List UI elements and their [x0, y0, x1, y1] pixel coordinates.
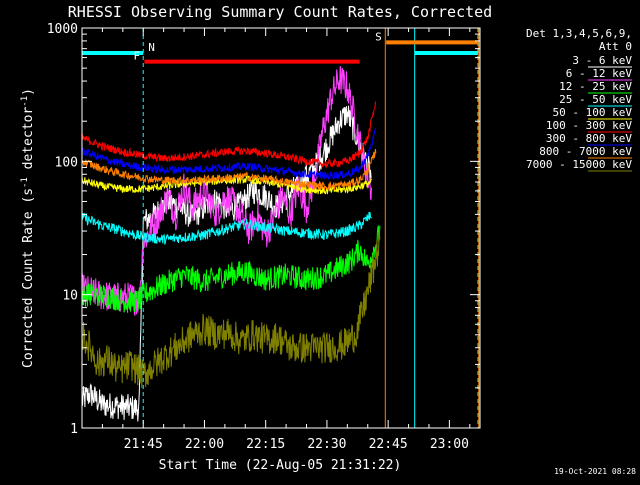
series-line-6: [81, 127, 377, 181]
series-line-5: [81, 101, 377, 168]
flag-label-3: S: [375, 30, 382, 43]
y-axis-label-end: ): [21, 88, 36, 96]
legend-label-0: 3 - 6 keV: [572, 54, 632, 67]
x-tick-label-5: 23:00: [430, 437, 469, 452]
legend-title-detectors: Det 1,3,4,5,6,9,: [526, 27, 632, 40]
x-axis-label: Start Time (22-Aug-05 21:31:22): [159, 458, 402, 473]
y-tick-label-1: 10: [62, 289, 78, 304]
series-line-2: [81, 225, 381, 313]
y-tick-label-3: 1000: [47, 22, 78, 37]
legend-label-8: 7000 - 15000 keV: [526, 158, 632, 171]
legend-label-6: 300 - 800 keV: [546, 132, 632, 145]
legend-label-4: 50 - 100 keV: [553, 106, 633, 119]
legend-label-3: 25 - 50 keV: [559, 93, 632, 106]
x-tick-label-1: 22:00: [185, 437, 224, 452]
legend-title-attenuator: Att 0: [599, 40, 632, 53]
generation-timestamp: 19-Oct-2021 08:28: [554, 467, 636, 476]
y-axis-label-sup-2: -1: [20, 96, 30, 107]
legend-label-2: 12 - 25 keV: [559, 80, 632, 93]
series-line-1: [81, 66, 372, 317]
series-line-8: [81, 228, 381, 389]
x-tick-label-0: 21:45: [124, 437, 163, 452]
plot-area: NF S 21:45 22:00 22:15 22:30 22:45 23:00 1 10 100 1…: [47, 22, 481, 452]
y-axis-label-mid: detector: [21, 107, 36, 178]
y-axis-label: Corrected Count Rate (s-1 detector-1): [20, 88, 36, 368]
series-line-3: [81, 211, 372, 245]
x-tick-label-3: 22:30: [307, 437, 346, 452]
series-line-7: [81, 149, 377, 191]
legend-label-7: 800 - 7000 keV: [539, 145, 632, 158]
y-tick-label-0: 1: [70, 422, 78, 437]
y-axis-label-sup-1: -1: [20, 177, 30, 188]
legend-label-1: 6 - 12 keV: [566, 67, 633, 80]
flag-label-0: N: [148, 41, 155, 54]
chart-title: RHESSI Observing Summary Count Rates, Co…: [68, 3, 492, 21]
flag-label-2: F: [133, 50, 140, 63]
x-tick-label-2: 22:15: [246, 437, 285, 452]
legend-label-5: 100 - 300 keV: [546, 119, 632, 132]
series-line-4: [81, 174, 372, 195]
y-axis-label-main: Corrected Count Rate (s: [21, 188, 36, 368]
plot-frame: [81, 27, 481, 429]
y-tick-label-2: 100: [55, 155, 78, 170]
x-tick-label-4: 22:45: [369, 437, 408, 452]
